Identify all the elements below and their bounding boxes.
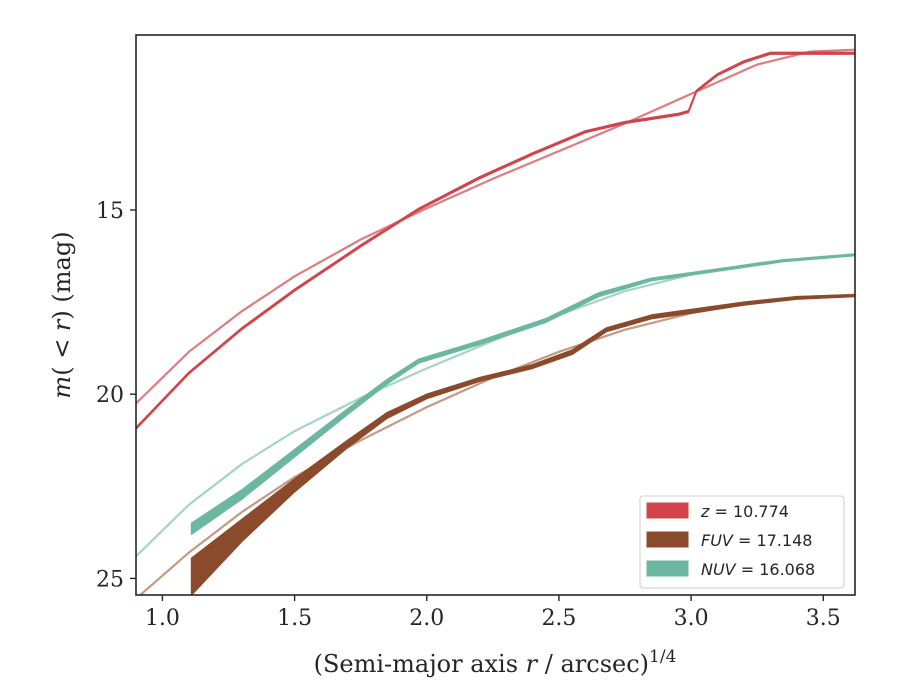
series-layer: [136, 48, 855, 595]
legend-label-z: z = 10.774: [700, 502, 789, 521]
series-z-model-line: [136, 48, 855, 405]
x-tick-label-3.5: 3.5: [806, 606, 841, 631]
x-tick-label-1.0: 1.0: [145, 606, 180, 631]
legend-swatch-z: [646, 502, 689, 519]
x-tick-label-3.0: 3.0: [674, 606, 709, 631]
legend-swatch-nuv: [646, 560, 689, 577]
legend-label-nuv: NUV = 16.068: [701, 560, 815, 579]
x-tick-label-1.5: 1.5: [277, 606, 312, 631]
x-axis-title: (Semi-major axis r / arcsec)1/4: [314, 647, 677, 678]
series-fuv-observed-band: [190, 294, 855, 595]
ticks-layer: 1.0 1.5 2.0 2.5 3.0 3.5 15 20 25: [96, 199, 841, 631]
legend-swatch-fuv: [646, 531, 689, 548]
x-tick-label-2.5: 2.5: [541, 606, 576, 631]
legend-label-fuv: FUV = 17.148: [701, 531, 812, 550]
plot-frame: [135, 34, 856, 596]
y-tick-label-25: 25: [96, 567, 124, 592]
series-z-observed-band: [136, 51, 855, 430]
series-nuv-observed-band: [190, 253, 855, 535]
legend: z = 10.774 FUV = 17.148 NUV = 16.068: [639, 495, 845, 589]
y-tick-label-20: 20: [96, 383, 124, 408]
y-axis-title: m( < r) (mag): [48, 231, 76, 398]
legend-frame: [639, 495, 845, 589]
x-tick-label-2.0: 2.0: [409, 606, 444, 631]
y-tick-label-15: 15: [96, 199, 124, 224]
